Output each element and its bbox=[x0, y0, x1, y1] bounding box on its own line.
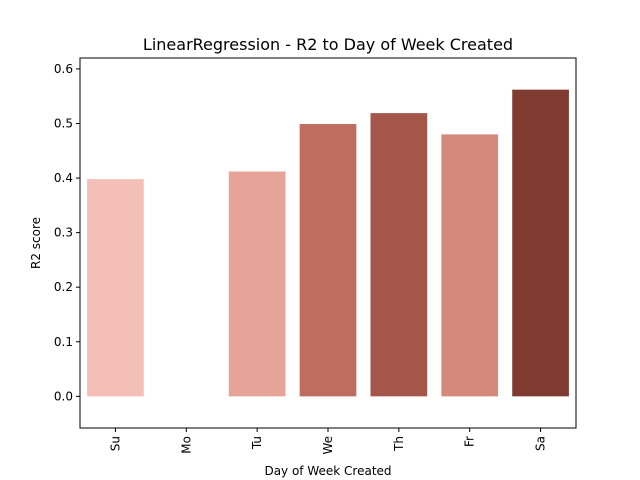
bar-th bbox=[370, 113, 428, 397]
y-tick-label: 0.4 bbox=[54, 171, 73, 185]
y-tick-label: 0.1 bbox=[54, 335, 73, 349]
bar-tu bbox=[228, 171, 286, 397]
bar-sa bbox=[512, 89, 569, 397]
y-tick-label: 0.5 bbox=[54, 116, 73, 130]
bar-su bbox=[87, 179, 144, 397]
x-tick-label: Tu bbox=[250, 436, 264, 450]
x-tick-label: Sa bbox=[534, 436, 548, 451]
chart-title: LinearRegression - R2 to Day of Week Cre… bbox=[143, 35, 513, 54]
bars-group bbox=[87, 89, 569, 397]
y-tick-label: 0.2 bbox=[54, 280, 73, 294]
y-axis-ticks: 0.0 0.1 0.2 0.3 0.4 0.5 0.6 bbox=[54, 62, 80, 403]
y-tick-label: 0.6 bbox=[54, 62, 73, 76]
x-axis-label: Day of Week Created bbox=[264, 464, 391, 478]
x-tick-label: Su bbox=[108, 436, 122, 451]
y-axis-label: R2 score bbox=[29, 217, 43, 269]
x-tick-label: We bbox=[321, 436, 335, 455]
x-tick-label: Fr bbox=[463, 436, 477, 447]
x-axis-ticks: Su Mo Tu We Th Fr Sa bbox=[108, 428, 548, 455]
y-tick-label: 0.3 bbox=[54, 226, 73, 240]
bar-fr bbox=[441, 134, 499, 397]
y-tick-label: 0.0 bbox=[54, 389, 73, 403]
bar-we bbox=[299, 124, 357, 397]
x-tick-label: Th bbox=[392, 436, 406, 452]
x-tick-label: Mo bbox=[179, 436, 193, 454]
